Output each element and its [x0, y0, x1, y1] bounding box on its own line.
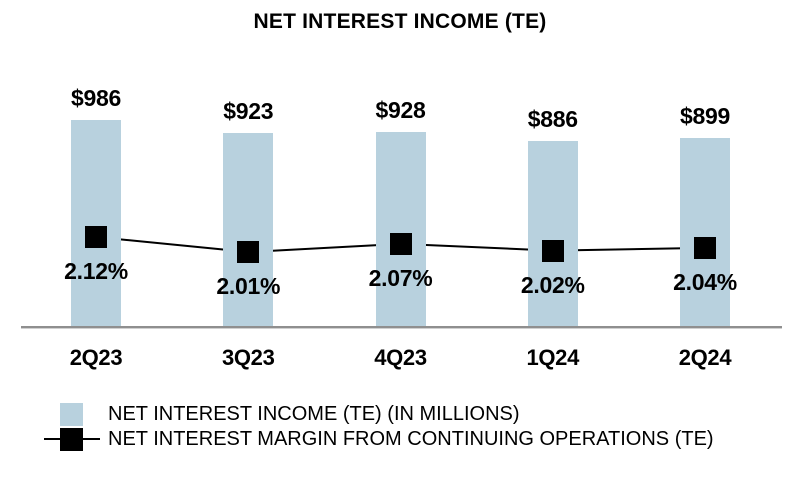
line-marker: [237, 241, 260, 263]
legend-label-net-interest-income: NET INTEREST INCOME (TE) (IN MILLIONS): [108, 403, 520, 425]
bar-1Q24: [527, 141, 578, 327]
percent-label: 2.02%: [520, 271, 585, 298]
bar-value-label: $886: [527, 106, 578, 132]
x-axis-line: [21, 326, 782, 328]
percent-label: 2.07%: [368, 264, 433, 291]
percent-label: 2.01%: [216, 273, 281, 299]
bar-2Q23: [71, 120, 121, 327]
x-axis-label-3Q23: 3Q23: [221, 345, 275, 370]
legend-key-bar: [44, 402, 100, 427]
x-axis-label-2Q23: 2Q23: [69, 345, 123, 370]
bar-2Q24: [680, 138, 730, 327]
line-marker: [85, 226, 107, 248]
legend-label-net-interest-margin: NET INTEREST MARGIN FROM CONTINUING OPER…: [108, 428, 714, 450]
x-axis-label-1Q24: 1Q24: [526, 345, 580, 370]
legend: NET INTEREST INCOME (TE) (IN MILLIONS) N…: [44, 402, 714, 452]
bar-value-label: $986: [71, 85, 121, 111]
percent-label: 2.12%: [64, 258, 128, 284]
line-marker: [389, 232, 412, 255]
bar-4Q23: [375, 132, 426, 327]
bar-value-label: $928: [375, 97, 426, 123]
legend-key-line: [44, 427, 100, 452]
legend-item-bar: NET INTEREST INCOME (TE) (IN MILLIONS): [44, 402, 714, 427]
chart-title: NET INTEREST INCOME (TE): [253, 10, 547, 33]
line-marker: [541, 239, 564, 262]
percent-label: 2.04%: [673, 268, 737, 295]
x-axis-label-2Q24: 2Q24: [678, 345, 732, 370]
x-axis-label-4Q23: 4Q23: [374, 345, 427, 370]
bar-swatch-icon: [60, 403, 83, 426]
bar-3Q23: [223, 133, 274, 327]
bar-value-label: $923: [223, 98, 274, 124]
bar-value-label: $899: [680, 103, 730, 129]
legend-item-line: NET INTEREST MARGIN FROM CONTINUING OPER…: [44, 427, 714, 452]
square-marker-icon: [60, 428, 83, 451]
line-marker: [694, 236, 716, 259]
